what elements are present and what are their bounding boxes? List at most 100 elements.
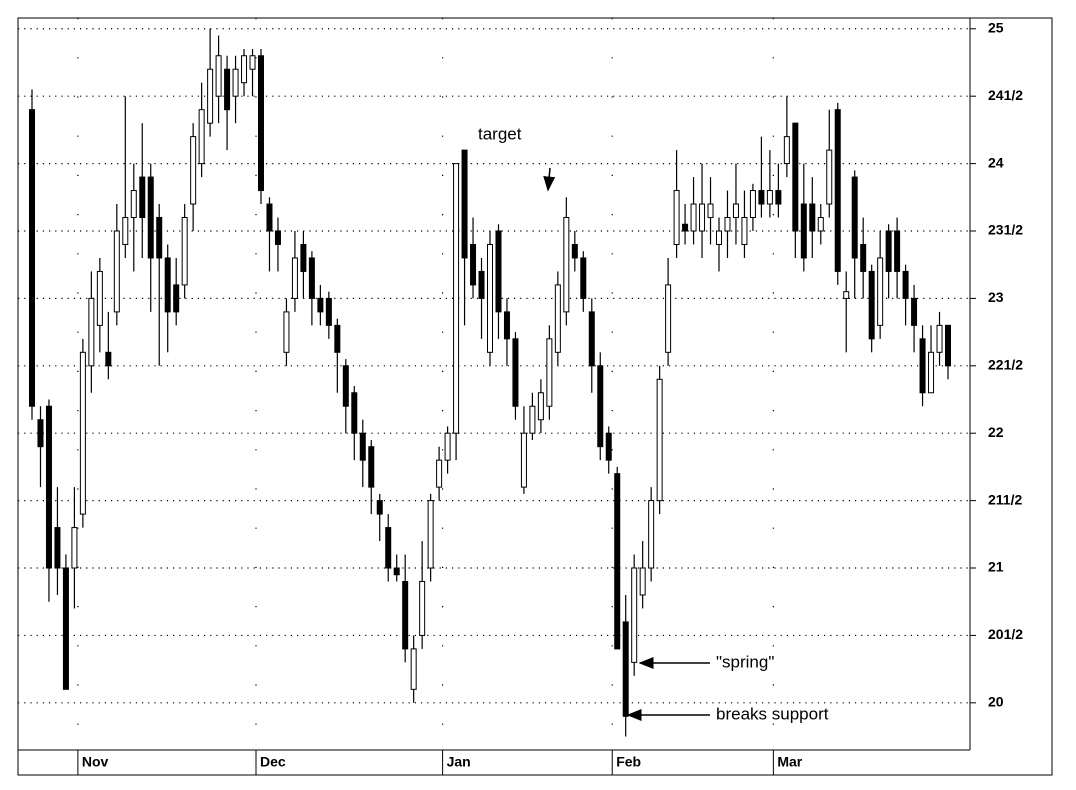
candle-body: [639, 567, 646, 596]
candle-body: [699, 203, 706, 232]
y-tick-label: 241/2: [988, 87, 1023, 103]
candle-body: [894, 230, 901, 272]
candle-body: [758, 190, 765, 205]
candle-body: [749, 190, 756, 219]
candle-body: [911, 297, 918, 326]
candle-body: [520, 432, 527, 488]
candle-body: [215, 55, 222, 97]
candle-body: [207, 68, 214, 124]
candle-body: [351, 392, 358, 434]
candle-body: [648, 500, 655, 569]
candle-body: [427, 500, 434, 569]
candle-body: [783, 136, 790, 165]
candle-body: [393, 567, 400, 576]
x-tick-label: Dec: [260, 754, 286, 770]
candle-body: [29, 109, 35, 407]
candle-body: [88, 297, 95, 367]
candle-body: [410, 648, 417, 690]
y-tick-label: 24: [988, 154, 1004, 170]
candle-body: [122, 217, 129, 245]
candle-body: [902, 270, 909, 299]
y-tick-label: 20: [988, 694, 1004, 710]
candle-body: [614, 473, 621, 650]
candle-body: [928, 351, 935, 394]
y-tick-label: 25: [988, 19, 1004, 35]
candle-body: [232, 68, 239, 97]
candle-body: [851, 176, 858, 259]
y-tick-label: 22: [988, 424, 1004, 440]
candle-body: [436, 459, 443, 488]
candle-body: [249, 55, 256, 70]
candle-body: [809, 203, 816, 232]
candle-body: [359, 432, 366, 461]
candle-body: [308, 257, 315, 299]
candle-body: [470, 243, 477, 286]
candle-body: [673, 190, 680, 245]
candle-body: [342, 365, 349, 407]
candle-body: [792, 122, 799, 232]
candle-body: [597, 365, 604, 448]
candle-body: [79, 351, 86, 515]
candle-body: [554, 284, 561, 353]
candle-body: [707, 203, 714, 219]
candle-body: [62, 567, 69, 690]
annotation: "spring": [716, 652, 774, 671]
candle-body: [503, 311, 510, 340]
candle-body: [45, 405, 52, 569]
candle-body: [537, 392, 544, 421]
candle-body: [487, 243, 493, 353]
x-tick-label: Nov: [82, 754, 109, 770]
candle-body: [419, 580, 426, 636]
candle-body: [266, 203, 273, 232]
x-tick-label: Jan: [447, 754, 471, 770]
candle-body: [580, 257, 587, 299]
candle-body: [385, 527, 392, 569]
candle-body: [605, 432, 612, 461]
candle-body: [732, 203, 739, 219]
candle-body: [258, 55, 264, 192]
candle-body: [453, 163, 460, 434]
candle-body: [96, 270, 103, 326]
candle-body: [147, 176, 154, 259]
candle-body: [919, 338, 926, 394]
y-tick-label: 221/2: [988, 357, 1023, 373]
y-tick-label: 231/2: [988, 222, 1023, 238]
candle-body: [877, 257, 884, 326]
candle-body: [834, 109, 841, 272]
candle-body: [860, 243, 867, 272]
candle-body: [631, 567, 638, 663]
candle-body: [775, 190, 782, 205]
candle-body: [376, 500, 383, 515]
candle-body: [130, 190, 137, 219]
candle-body: [300, 243, 307, 272]
candle-body: [868, 270, 875, 340]
candle-body: [317, 297, 324, 313]
candle-body: [190, 136, 197, 205]
x-tick-label: Mar: [777, 754, 802, 770]
candle-body: [945, 324, 951, 367]
candle-body: [181, 217, 188, 286]
candle-body: [495, 230, 502, 313]
annotation: target: [478, 124, 522, 143]
x-tick-label: Feb: [616, 754, 641, 770]
candle-body: [546, 338, 553, 407]
candle-body: [139, 176, 146, 219]
candle-body: [817, 217, 824, 232]
candle-body: [224, 68, 231, 111]
candle-body: [291, 257, 298, 299]
candle-body: [198, 109, 205, 165]
candle-body: [741, 217, 748, 245]
candle-body: [563, 217, 570, 313]
candle-body: [656, 378, 663, 502]
annotation: breaks support: [716, 704, 829, 723]
candle-body: [54, 527, 61, 569]
candle-body: [113, 230, 120, 313]
candle-body: [173, 284, 180, 313]
candle-body: [724, 217, 731, 232]
candle-body: [588, 311, 595, 367]
candle-body: [283, 311, 290, 353]
candle-body: [843, 291, 850, 299]
frame: [17, 17, 1053, 776]
y-tick-label: 21: [988, 559, 1004, 575]
annotation-arrow: [543, 167, 556, 192]
